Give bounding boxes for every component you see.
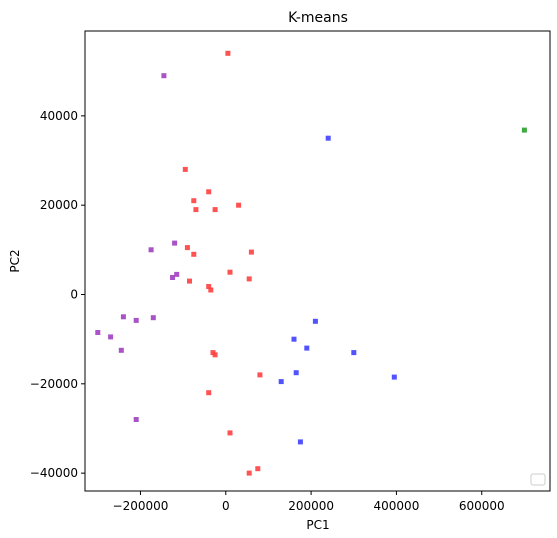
data-point	[297, 439, 303, 445]
data-point	[174, 271, 180, 277]
data-point	[191, 251, 197, 257]
data-point	[120, 314, 126, 320]
y-axis-ticks: −40000 −20000 0 20000 40000	[30, 109, 85, 480]
data-point	[312, 318, 318, 324]
y-tick-label: −40000	[30, 466, 78, 480]
data-point	[212, 207, 218, 213]
legend-box	[530, 473, 546, 486]
data-point	[257, 372, 263, 378]
data-point	[206, 284, 212, 289]
data-point	[212, 352, 218, 358]
data-point	[246, 276, 252, 282]
data-point	[187, 278, 192, 284]
plot-frame	[84, 30, 551, 492]
data-point	[208, 287, 214, 293]
data-point	[95, 330, 101, 335]
data-point	[108, 334, 114, 340]
data-point	[206, 390, 212, 396]
data-point	[293, 370, 299, 376]
x-tick-label: 400000	[374, 499, 420, 513]
data-point	[206, 189, 212, 195]
data-point	[248, 249, 254, 255]
data-point	[133, 317, 139, 323]
data-point	[291, 336, 297, 342]
x-tick-label: 200000	[288, 499, 334, 513]
y-tick-label: 0	[70, 287, 78, 301]
points-layer	[95, 50, 527, 476]
x-axis-label: PC1	[306, 518, 329, 532]
data-point	[161, 73, 167, 79]
y-tick-label: 20000	[40, 198, 78, 212]
data-point	[236, 202, 242, 208]
data-point	[172, 240, 178, 246]
data-point	[391, 374, 397, 380]
data-point	[246, 470, 252, 476]
data-point	[184, 245, 190, 251]
data-point	[227, 430, 233, 436]
y-tick-label: 40000	[40, 109, 78, 123]
data-point	[170, 275, 175, 280]
data-point	[521, 127, 527, 133]
data-point	[118, 347, 124, 353]
data-point	[148, 247, 154, 253]
x-tick-label: 600000	[459, 499, 505, 513]
data-point	[193, 207, 199, 213]
data-point	[227, 269, 233, 275]
data-point	[255, 466, 261, 472]
data-point	[278, 379, 284, 385]
x-tick-label: 0	[222, 499, 230, 513]
data-point	[325, 135, 331, 141]
data-point	[304, 345, 310, 351]
x-tick-label: −200000	[113, 499, 169, 513]
x-axis-ticks: −200000 0 200000 400000 600000	[113, 491, 505, 513]
data-point	[133, 417, 139, 422]
data-point	[182, 166, 188, 172]
data-point	[150, 315, 156, 321]
data-point	[191, 198, 197, 204]
y-tick-label: −20000	[30, 377, 78, 391]
data-point	[225, 50, 231, 56]
data-point	[351, 350, 357, 356]
chart-title: K-means	[288, 10, 348, 26]
y-axis-label: PC2	[8, 249, 22, 272]
